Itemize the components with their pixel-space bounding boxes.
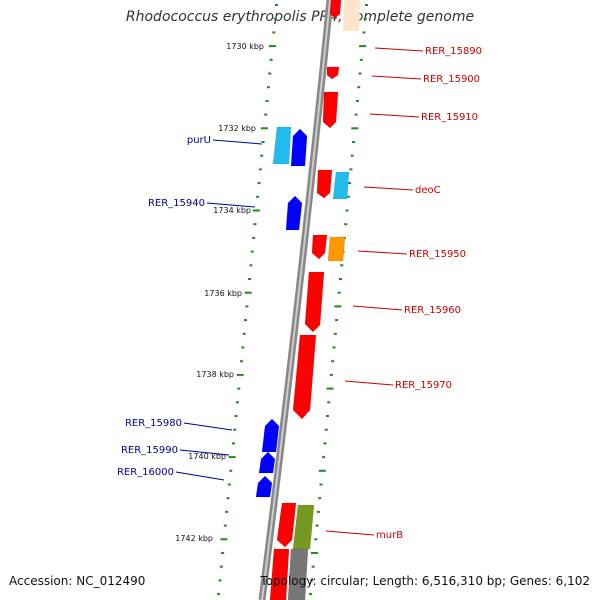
gene-rer-15980[interactable] [261,418,280,453]
gene-olive[interactable] [292,504,315,550]
scale-label-1736: 1736 kbp [204,289,242,298]
scale-label-1732: 1732 kbp [218,124,256,133]
label-rer-15960: RER_15960 [404,305,461,316]
label-rer-15950: RER_15950 [409,249,466,260]
gene-rer-15970[interactable] [292,334,317,420]
scale-label-1738: 1738 kbp [196,370,234,379]
genome-summary-text: Topology: circular; Length: 6,516,310 bp… [260,574,590,588]
gene-pale-block[interactable] [343,0,360,31]
gene-red-bottom[interactable] [269,548,290,600]
backbone [258,0,334,600]
accession-text: Accession: NC_012490 [9,574,146,588]
scale-labels: 1730 kbp 1732 kbp 1734 kbp 1736 kbp 1738… [175,42,264,543]
label-rer-15990: RER_15990 [121,445,178,456]
scale-label-1740: 1740 kbp [188,452,226,461]
gene-rer-15990[interactable] [258,451,276,474]
reverse-strand-genes [255,126,308,498]
label-rer-15910: RER_15910 [421,112,478,123]
label-rer-15970: RER_15970 [395,380,452,391]
label-rer-15980: RER_15980 [125,418,182,429]
gene-rer-15900[interactable] [326,66,340,80]
gene-grey-bottom[interactable] [287,548,309,600]
scale-label-1742: 1742 kbp [175,534,213,543]
gene-murB[interactable] [276,502,297,548]
map-title: Rhodococcus erythropolis PR4, complete g… [125,9,475,25]
label-deoC: deoC [415,185,441,196]
gene-rer-15950-orange[interactable] [327,236,346,262]
reverse-gene-labels: purU RER_15940 RER_15980 RER_15990 RER_1… [117,135,211,478]
gene-deoC-partner[interactable] [332,171,350,200]
gene-rer-15890[interactable] [329,0,342,19]
forward-strand-genes [269,0,360,600]
gene-purU[interactable] [290,128,308,167]
scale-label-1734: 1734 kbp [213,206,251,215]
label-rer-15890: RER_15890 [425,46,482,57]
label-rer-16000: RER_16000 [117,467,174,478]
gene-rer-15940[interactable] [285,195,303,231]
label-purU: purU [187,135,211,146]
gene-deoC[interactable] [316,169,333,199]
scale-label-1730: 1730 kbp [226,42,264,51]
gene-rer-16000[interactable] [255,475,273,498]
label-connectors [175,47,424,536]
label-rer-15900: RER_15900 [423,74,480,85]
scale-ticks-right [309,4,369,596]
label-murB: murB [376,530,403,541]
label-rer-15940: RER_15940 [148,198,205,209]
forward-gene-labels: RER_15890 RER_15900 RER_15910 deoC RER_1… [376,46,482,541]
gene-rer-15960[interactable] [304,271,325,333]
scale-ticks-left [217,4,279,596]
gene-rer-15950[interactable] [311,234,328,260]
gene-purU-light[interactable] [272,126,292,165]
gene-rer-15910[interactable] [322,91,339,129]
